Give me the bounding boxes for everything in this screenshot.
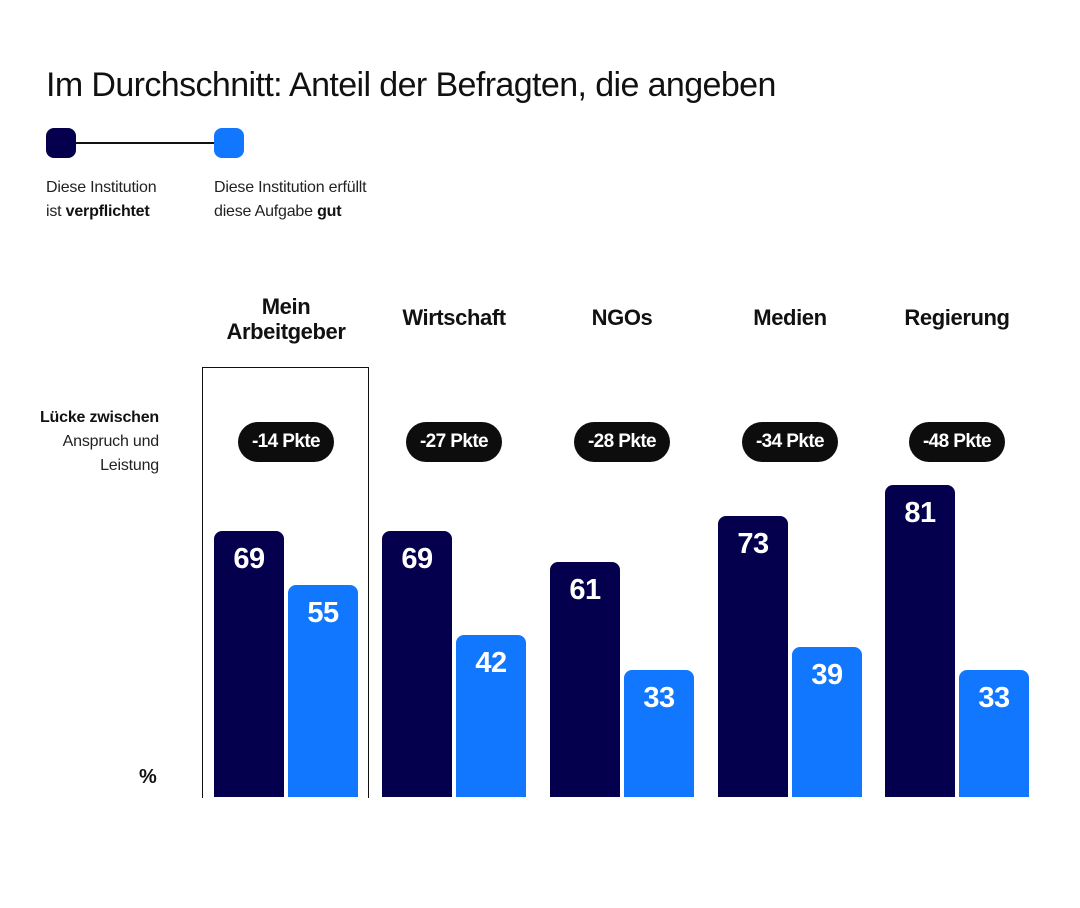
bar-value-label: 55 — [307, 597, 339, 629]
category-label-line: Arbeitgeber — [226, 319, 346, 344]
bar-value-label: 39 — [811, 659, 843, 691]
bar-value-label: 81 — [904, 497, 936, 529]
bar-performs-well: 33 — [624, 670, 694, 797]
legend-label-obligated: Diese Institution ist verpflichtet — [46, 176, 157, 224]
legend-connector-line — [62, 142, 230, 144]
bar-obligated: 61 — [550, 562, 620, 797]
gap-label-line3: Leistung — [100, 457, 159, 474]
legend-label-line1: Diese Institution erfüllt — [214, 179, 367, 196]
bar-performs-well: 33 — [959, 670, 1029, 797]
legend-swatch-performs-well — [214, 128, 244, 158]
gap-label-line1: Lücke zwischen — [39, 409, 159, 426]
bar-performs-well: 42 — [456, 635, 526, 797]
bar-value-label: 33 — [978, 682, 1010, 714]
gap-annotation: -28 Pkte — [574, 422, 670, 462]
bar-performs-well: 39 — [792, 647, 862, 797]
gap-annotation: -48 Pkte — [909, 422, 1005, 462]
unit-label: % — [139, 766, 157, 788]
bar-value-label: 33 — [643, 682, 675, 714]
gap-annotation: -27 Pkte — [406, 422, 502, 462]
bar-value-label: 42 — [475, 647, 507, 679]
legend-label-performs-well: Diese Institution erfüllt diese Aufgabe … — [214, 176, 367, 224]
category-label-line: Wirtschaft — [402, 305, 506, 330]
category-label: Medien — [706, 305, 874, 330]
category-label-line: NGOs — [591, 305, 653, 330]
category-label-line: Mein — [261, 294, 311, 319]
legend-label-line1: Diese Institution — [46, 179, 157, 196]
legend-label-line2: ist — [46, 203, 66, 220]
category-label: Regierung — [873, 305, 1041, 330]
highlight-box — [202, 367, 369, 798]
gap-annotation: -34 Pkte — [742, 422, 838, 462]
bar-obligated: 69 — [214, 531, 284, 797]
category-label: Wirtschaft — [370, 305, 538, 330]
gap-annotation: -14 Pkte — [238, 422, 334, 462]
legend-label-emphasis: gut — [317, 203, 342, 220]
category-label-line: Regierung — [904, 305, 1010, 330]
bar-value-label: 69 — [401, 543, 433, 575]
category-label-line: Medien — [753, 305, 827, 330]
bar-value-label: 61 — [569, 574, 601, 606]
legend-label-emphasis: verpflichtet — [65, 203, 150, 220]
bar-value-label: 73 — [737, 528, 769, 560]
legend-label-line2: diese Aufgabe — [214, 203, 318, 220]
bar-obligated: 81 — [885, 485, 955, 797]
legend-swatch-obligated — [46, 128, 76, 158]
gap-row-label: Lücke zwischen Anspruch und Leistung — [40, 406, 159, 478]
gap-label-line2: Anspruch und — [62, 433, 160, 450]
bar-performs-well: 55 — [288, 585, 358, 797]
bar-value-label: 69 — [233, 543, 265, 575]
bar-obligated: 69 — [382, 531, 452, 797]
category-label: Mein Arbeitgeber — [202, 294, 370, 344]
chart-title: Im Durchschnitt: Anteil der Befragten, d… — [46, 66, 776, 104]
bar-obligated: 73 — [718, 516, 788, 797]
category-label: NGOs — [538, 305, 706, 330]
